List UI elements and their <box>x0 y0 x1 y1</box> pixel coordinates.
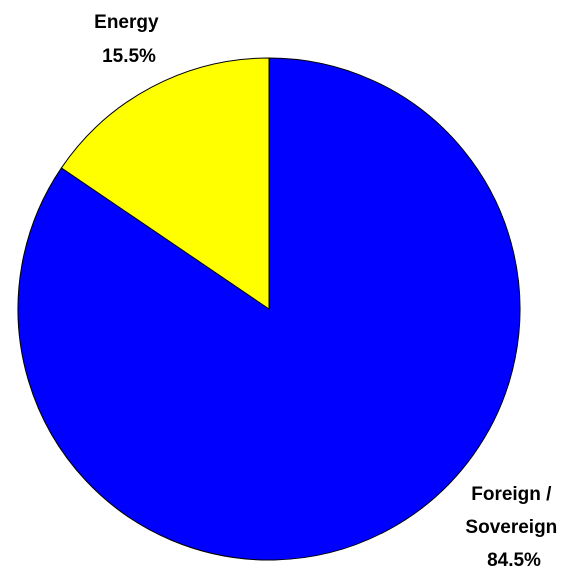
pie-slices <box>17 57 521 561</box>
slice-label-foreign-sovereign: Foreign / Sovereign 84.5% <box>465 484 562 567</box>
slice-label-energy: Energy 15.5% <box>94 12 164 67</box>
pie-slice-energy <box>60 57 270 310</box>
pie-labels: Foreign / Sovereign 84.5% Energy 15.5% <box>94 12 562 567</box>
